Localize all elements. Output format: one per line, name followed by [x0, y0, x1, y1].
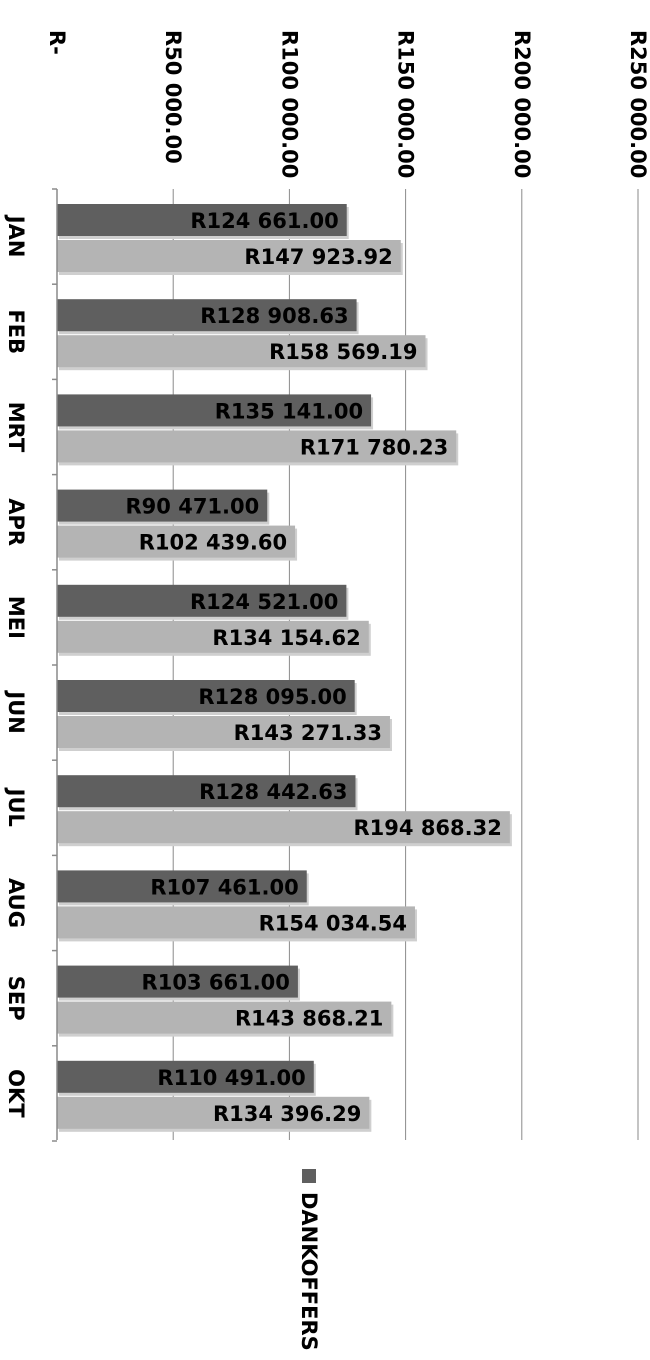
bar [57, 775, 356, 808]
value-tick-label: R50 000.00 [161, 30, 185, 164]
data-label: R102 439.60 [139, 531, 287, 555]
bar [57, 965, 298, 998]
category-label: AUG [4, 878, 28, 928]
data-label: R128 442.63 [199, 780, 347, 804]
category-label: SEP [4, 976, 28, 1021]
data-label: R124 521.00 [190, 590, 338, 614]
value-tick-label: R100 000.00 [277, 30, 301, 178]
axes [52, 188, 58, 1142]
data-label: R128 095.00 [198, 685, 346, 709]
bar [57, 584, 347, 617]
data-label: R134 396.29 [213, 1102, 361, 1126]
bar [57, 489, 268, 522]
bar [57, 811, 510, 844]
value-tick-labels: R- R50 000.00 R100 000.00 R150 000.00 R200 0… [45, 30, 650, 178]
bars [57, 204, 512, 1132]
legend-swatch [302, 1169, 316, 1183]
data-label: R158 569.19 [269, 340, 417, 364]
bar [57, 204, 347, 236]
value-tick-label: R- [45, 30, 69, 55]
bar [57, 394, 372, 427]
data-label: R143 271.33 [234, 721, 382, 745]
bar [57, 1001, 392, 1034]
category-label: APR [4, 498, 28, 546]
category-label: OKT [4, 1069, 28, 1118]
bar [57, 870, 307, 903]
value-tick-label: R200 000.00 [510, 30, 534, 178]
data-label: R90 471.00 [126, 495, 260, 519]
category-label: MEI [4, 596, 28, 639]
data-label: R124 661.00 [190, 209, 338, 233]
data-label: R171 780.23 [300, 435, 448, 459]
bar [57, 299, 357, 332]
bar [57, 430, 457, 463]
category-label: JUL [4, 787, 28, 827]
category-label: JUN [4, 689, 28, 733]
category-label: MRT [4, 402, 28, 453]
data-labels: R124 661.00 R147 923.92 R128 908.63 R158 56… [126, 209, 502, 1126]
bar [57, 906, 415, 939]
data-label: R107 461.00 [150, 875, 298, 899]
data-label: R110 491.00 [157, 1066, 305, 1090]
data-label: R147 923.92 [244, 245, 392, 269]
data-label: R128 908.63 [200, 304, 348, 328]
bar [57, 716, 390, 748]
data-label: R103 661.00 [142, 971, 290, 995]
bar [57, 1060, 314, 1093]
bar [57, 620, 369, 653]
data-label: R154 034.54 [259, 911, 407, 935]
legend: DANKOFFERS [297, 1169, 321, 1351]
data-label: R134 154.62 [212, 626, 360, 650]
value-tick-label: R250 000.00 [626, 30, 650, 178]
value-tick-label: R150 000.00 [394, 30, 418, 178]
legend-label: DANKOFFERS [297, 1192, 321, 1351]
category-label: JAN [4, 214, 28, 258]
category-label: FEB [4, 309, 28, 354]
bar [57, 1096, 370, 1129]
data-label: R143 868.21 [235, 1007, 383, 1031]
bar [57, 680, 355, 712]
bar [57, 335, 426, 368]
bar [57, 240, 401, 272]
data-label: R135 141.00 [215, 399, 363, 423]
category-labels: JAN FEB MRT APR MEI JUN JUL AUG SEP OKT [4, 214, 28, 1119]
data-label: R194 868.32 [354, 816, 502, 840]
bar [57, 525, 296, 558]
